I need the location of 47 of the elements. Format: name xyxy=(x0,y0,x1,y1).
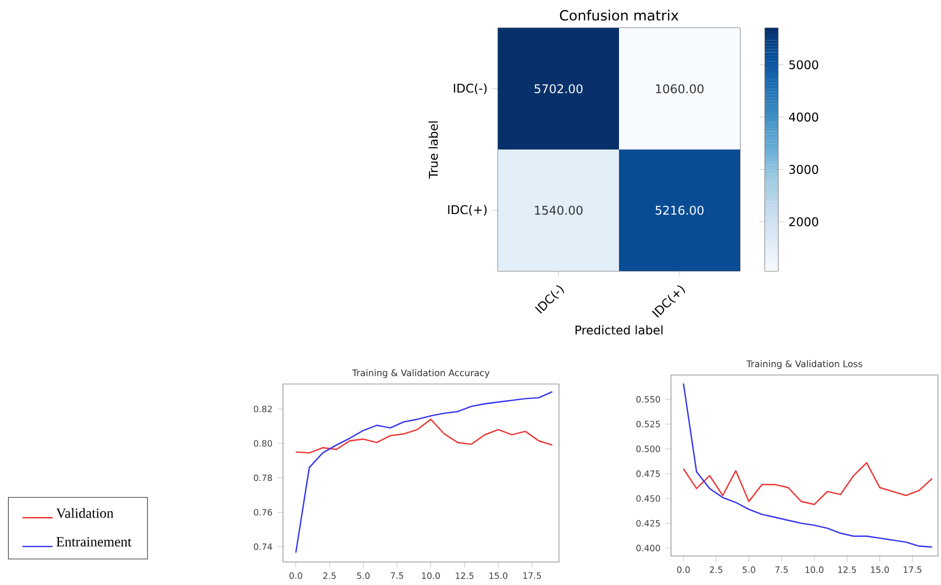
color-bar-label: 2000 xyxy=(789,217,818,226)
data-label: 5702.00 xyxy=(534,84,583,94)
line-series xyxy=(295,418,553,454)
x-tick-label: 7.5 xyxy=(775,566,788,573)
chart-title: Training & Validation Loss xyxy=(746,360,862,369)
x-tick-label: 17.5 xyxy=(904,566,922,573)
x-tick-label: 0.0 xyxy=(677,566,690,573)
y-tick-label: 0.76 xyxy=(254,508,272,516)
x-tick-label: 5.0 xyxy=(742,566,756,573)
legend-label: Validation xyxy=(56,508,114,518)
color-bar-label: 5000 xyxy=(789,60,818,70)
data-label: 1060.00 xyxy=(656,84,704,94)
y-tick-label: 0.74 xyxy=(254,543,272,550)
color-bar-label: 4000 xyxy=(789,112,818,122)
x-tick-label: 12.5 xyxy=(838,566,856,573)
data-label: 5216.00 xyxy=(656,206,704,215)
y-tick-label: 0.500 xyxy=(636,446,660,452)
y-tick-label: 0.550 xyxy=(636,396,660,403)
x-tick-label: 5.0 xyxy=(357,572,370,579)
x-tick-label: 12.5 xyxy=(456,572,474,579)
y-tick-label: 0.475 xyxy=(636,470,660,477)
x-tick-label: 7.5 xyxy=(390,572,404,579)
legend-label: Entrainement xyxy=(56,537,132,546)
line-series xyxy=(295,391,553,554)
data-label: 1540.00 xyxy=(535,206,583,215)
y-tick-label: 0.525 xyxy=(636,420,660,428)
x-axis-title: Predicted label xyxy=(576,325,662,335)
y-tick-label: 0.78 xyxy=(254,474,272,482)
x-tick-label: 2.5 xyxy=(710,566,722,573)
y-tick-label: 0.450 xyxy=(636,495,660,502)
y-axis-title: True label xyxy=(428,121,438,179)
chart-title: Confusion matrix xyxy=(560,10,678,21)
x-tick-label: 15.0 xyxy=(490,572,508,579)
x-tick-label: 0.0 xyxy=(289,572,302,579)
color-bar-label: 3000 xyxy=(789,164,818,174)
y-tick-label: 0.80 xyxy=(254,440,272,447)
chart-title: Training & Validation Accuracy xyxy=(352,369,490,378)
x-tick-label: 10.0 xyxy=(806,566,824,573)
line-series xyxy=(682,382,933,548)
y-tick-label: 0.425 xyxy=(636,520,660,527)
x-tick-label: 15.0 xyxy=(871,566,889,573)
x-tick-label: 10.0 xyxy=(422,572,440,579)
line-series xyxy=(682,462,933,506)
y-tick-label: 0.82 xyxy=(254,406,272,412)
x-tick-label: 2.5 xyxy=(323,572,336,579)
y-tick-label: 0.400 xyxy=(636,544,660,552)
x-tick-label: 17.5 xyxy=(523,572,541,579)
